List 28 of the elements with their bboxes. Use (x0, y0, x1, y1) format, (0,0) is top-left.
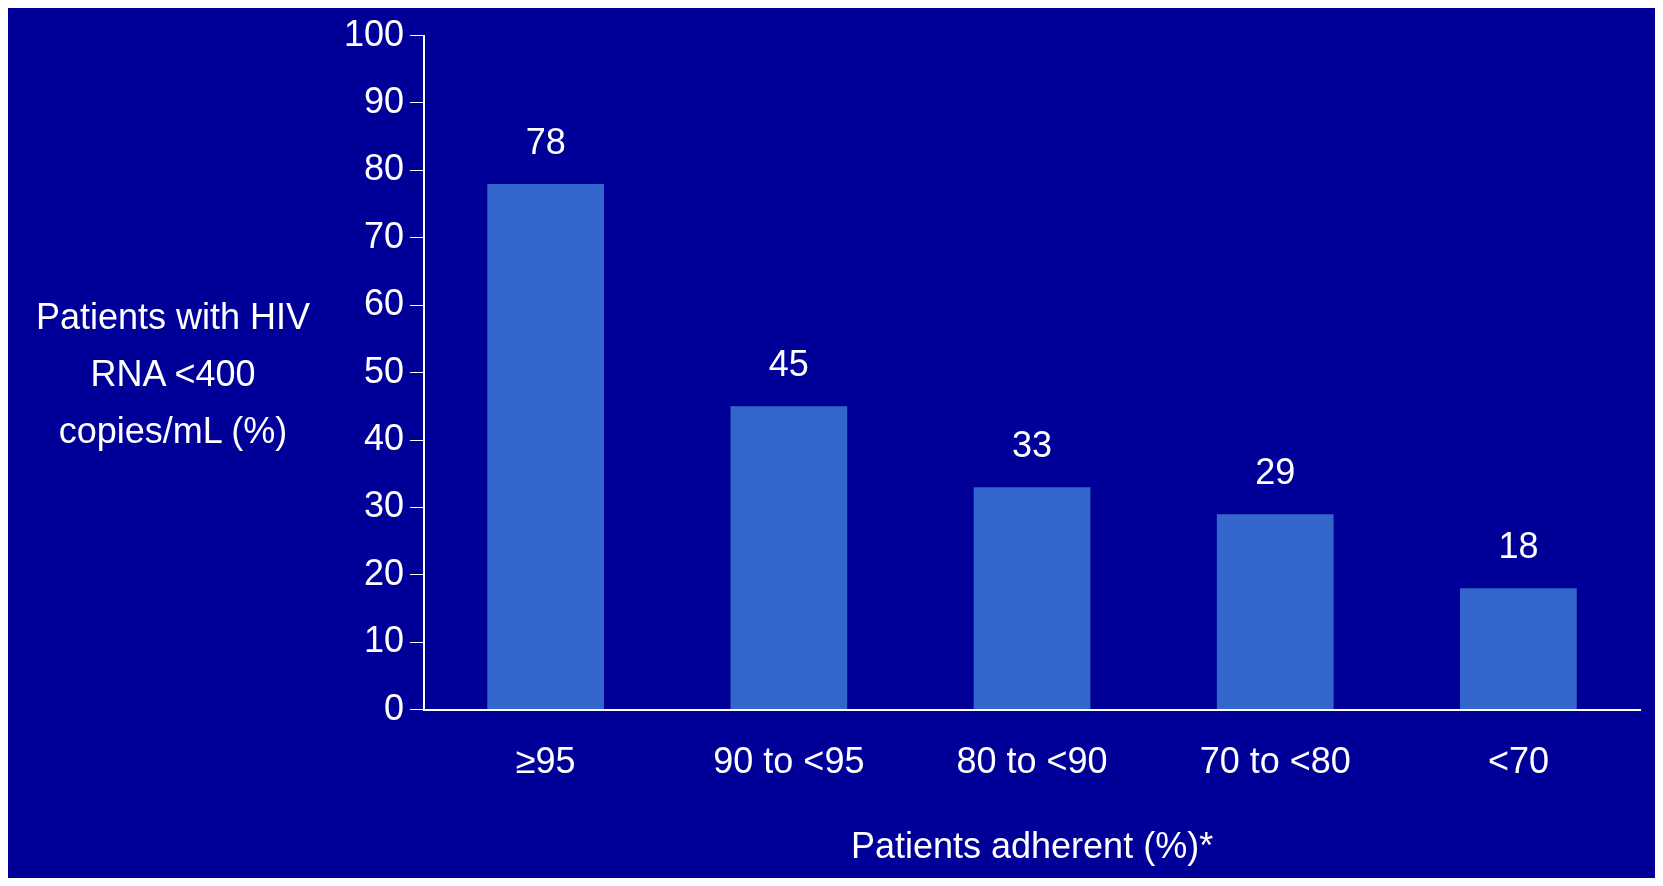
y-tick-label: 30 (364, 484, 405, 526)
bar (973, 487, 1091, 710)
y-tick-label: 90 (364, 79, 405, 121)
x-axis-title: Patients adherent (%)* (850, 825, 1214, 867)
data-label: 45 (768, 343, 809, 385)
y-axis-title: Patients with HIV RNA <400 copies/mL (%) (34, 295, 312, 453)
x-tick-label: 90 to <95 (713, 740, 865, 782)
data-label: 29 (1255, 451, 1296, 493)
data-label: 33 (1012, 424, 1053, 466)
y-tick-label: 0 (384, 686, 405, 728)
x-tick-label: <70 (1487, 740, 1549, 782)
y-tick-label: 80 (364, 147, 405, 189)
bar (487, 183, 605, 710)
y-tick-label: 20 (364, 551, 405, 593)
bar (730, 406, 848, 710)
bar (1460, 588, 1577, 710)
y-tick-label: 50 (364, 349, 405, 391)
data-label: 78 (525, 120, 566, 162)
x-tick-label: 80 to <90 (956, 740, 1108, 782)
y-tick-label: 60 (364, 282, 405, 324)
y-tick-label: 70 (364, 214, 405, 256)
bar (1216, 514, 1334, 710)
y-tick-label: 40 (364, 416, 405, 458)
y-tick-label: 100 (343, 12, 405, 54)
y-tick-label: 10 (364, 619, 405, 661)
x-tick-label: ≥95 (515, 740, 576, 782)
x-tick-label: 70 to <80 (1199, 740, 1351, 782)
data-label: 18 (1498, 525, 1539, 567)
